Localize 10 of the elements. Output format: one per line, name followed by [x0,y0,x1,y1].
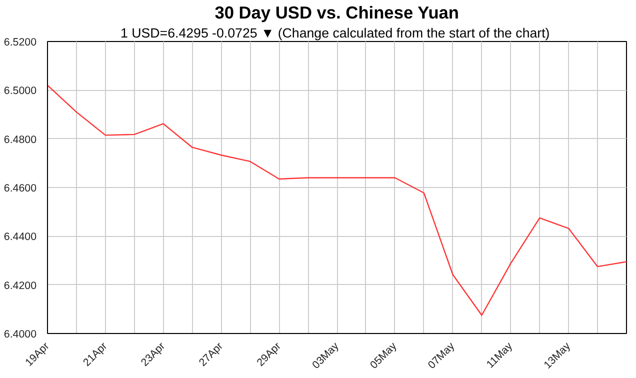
y-tick-label: 6.4600 [4,182,37,194]
y-tick-label: 6.5200 [4,36,37,48]
y-tick-label: 6.4000 [4,328,37,340]
chart-title: 30 Day USD vs. Chinese Yuan [214,2,459,22]
chart-subtitle: 1 USD=6.4295 -0.0725 ▼ (Change calculated from the start of the chart) [120,26,550,40]
y-tick-label: 6.4200 [4,280,37,292]
y-tick-label: 6.5000 [4,85,37,98]
y-tick-label: 6.4400 [4,231,37,244]
y-tick-label: 6.4800 [4,134,37,146]
line-series [48,84,626,316]
